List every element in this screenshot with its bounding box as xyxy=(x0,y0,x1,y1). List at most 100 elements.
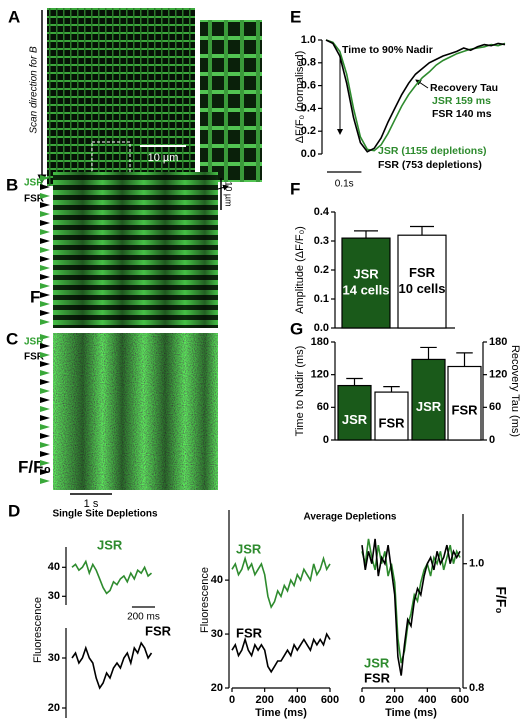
y-tick-label: 120 xyxy=(311,369,329,381)
series-label: JSR xyxy=(97,537,123,552)
y-tick-label: 0.4 xyxy=(314,206,330,218)
y-axis-label: Fluorescence xyxy=(199,567,211,633)
y-tick-label: 1.0 xyxy=(469,558,484,570)
data-line xyxy=(325,39,506,153)
x-tick-label: 200 xyxy=(385,694,403,706)
bar-label: FSR xyxy=(379,415,406,430)
y-tick-label: 180 xyxy=(311,336,329,348)
annotation: JSR 159 ms xyxy=(432,95,491,107)
y2-axis-label: Recovery Tau (ms) xyxy=(509,345,521,437)
jsr-label: JSR xyxy=(24,337,44,348)
y-tick-label: 40 xyxy=(48,561,60,573)
row-marker xyxy=(40,433,50,439)
row-marker xyxy=(40,292,50,298)
jsr-label: JSR xyxy=(24,178,44,189)
x-tick-label: 200 xyxy=(255,694,273,706)
bar-note: 10 cells xyxy=(399,281,446,296)
panel-label: D xyxy=(8,501,20,520)
bar-note: 14 cells xyxy=(343,282,390,297)
annotation: FSR 140 ms xyxy=(432,108,492,120)
channel-label: F xyxy=(30,287,40,306)
line-scan-shade xyxy=(53,172,218,328)
data-line xyxy=(231,555,331,610)
row-marker xyxy=(40,301,50,307)
series-label: FSR xyxy=(364,670,391,685)
bar xyxy=(397,234,447,329)
row-marker xyxy=(40,451,50,457)
bar xyxy=(374,391,409,441)
y-axis-label: ΔF/F₀ (normalised) xyxy=(294,51,306,144)
scan-direction: Scan direction for B xyxy=(29,46,40,134)
scale-label: 10 µm xyxy=(148,152,179,164)
y-tick-label: 0.0 xyxy=(301,148,316,160)
bar-label: JSR xyxy=(416,399,442,414)
fsr-label: FSR xyxy=(24,194,45,205)
row-marker xyxy=(40,379,50,385)
row-marker xyxy=(40,415,50,421)
x-tick-label: 400 xyxy=(418,694,436,706)
y-tick-label: 0.2 xyxy=(301,125,316,137)
row-marker xyxy=(40,361,50,367)
bar-label: JSR xyxy=(353,266,379,281)
bar xyxy=(337,384,372,441)
y-tick-label: 30 xyxy=(211,628,223,640)
y-tick-label: 0 xyxy=(489,434,495,446)
bar xyxy=(411,358,446,441)
y-tick-label: 20 xyxy=(211,682,223,694)
row-marker xyxy=(40,370,50,376)
bar-label: FSR xyxy=(409,265,436,280)
y-tick-label: 0.4 xyxy=(301,102,317,114)
y-tick-label: 60 xyxy=(317,401,329,413)
y-axis-label: Amplitude (ΔF/F₀) xyxy=(294,226,306,314)
y-tick-label: 180 xyxy=(489,336,507,348)
y-tick-label: 0.1 xyxy=(314,293,329,305)
row-marker xyxy=(40,343,50,349)
panel-label: B xyxy=(6,175,18,194)
row-marker xyxy=(40,193,50,199)
y-tick-label: 1.0 xyxy=(301,34,316,46)
chart-title: Single Site Depletions xyxy=(52,509,157,520)
row-marker xyxy=(40,184,50,190)
series-label: FSR xyxy=(236,625,263,640)
panel-label: C xyxy=(6,329,18,348)
row-marker xyxy=(40,229,50,235)
micrograph xyxy=(47,8,195,186)
row-marker xyxy=(40,469,50,475)
y-tick-label: 0.2 xyxy=(314,264,329,276)
data-line xyxy=(71,559,153,595)
scale-label: 1 s xyxy=(84,498,99,510)
y-tick-label: 30 xyxy=(48,590,60,602)
series-label: FSR xyxy=(145,623,172,638)
x-tick-label: 600 xyxy=(451,694,469,706)
scale-label: 200 ms xyxy=(127,612,160,623)
annotation: JSR (1155 depletions) xyxy=(378,145,487,157)
x-axis-label: Time (ms) xyxy=(255,707,307,719)
tau-arrow xyxy=(415,79,429,89)
x-tick-label: 0 xyxy=(229,694,235,706)
row-marker xyxy=(40,424,50,430)
y-tick-label: 40 xyxy=(211,574,223,586)
row-marker xyxy=(40,352,50,358)
annotation: Recovery Tau xyxy=(430,82,498,94)
panel-label: E xyxy=(290,7,301,26)
fsr-label: FSR xyxy=(24,352,45,363)
annotation: FSR (753 depletions) xyxy=(378,159,482,171)
y-tick-label: 60 xyxy=(489,401,501,413)
scale-label: 10 µm xyxy=(224,181,234,206)
y-tick-label: 120 xyxy=(489,369,507,381)
row-marker xyxy=(40,460,50,466)
y-tick-label: 0.0 xyxy=(314,322,329,334)
data-line xyxy=(71,641,153,690)
row-marker xyxy=(40,442,50,448)
bar-label: JSR xyxy=(342,412,368,427)
y-tick-label: 30 xyxy=(48,652,60,664)
scale-label: 0.1s xyxy=(335,179,354,190)
channel-label: F/F₀ xyxy=(18,457,51,476)
row-marker xyxy=(40,211,50,217)
data-line xyxy=(231,632,331,674)
row-marker xyxy=(40,319,50,325)
row-marker xyxy=(40,256,50,262)
x-tick-label: 400 xyxy=(288,694,306,706)
x-tick-label: 0 xyxy=(359,694,365,706)
